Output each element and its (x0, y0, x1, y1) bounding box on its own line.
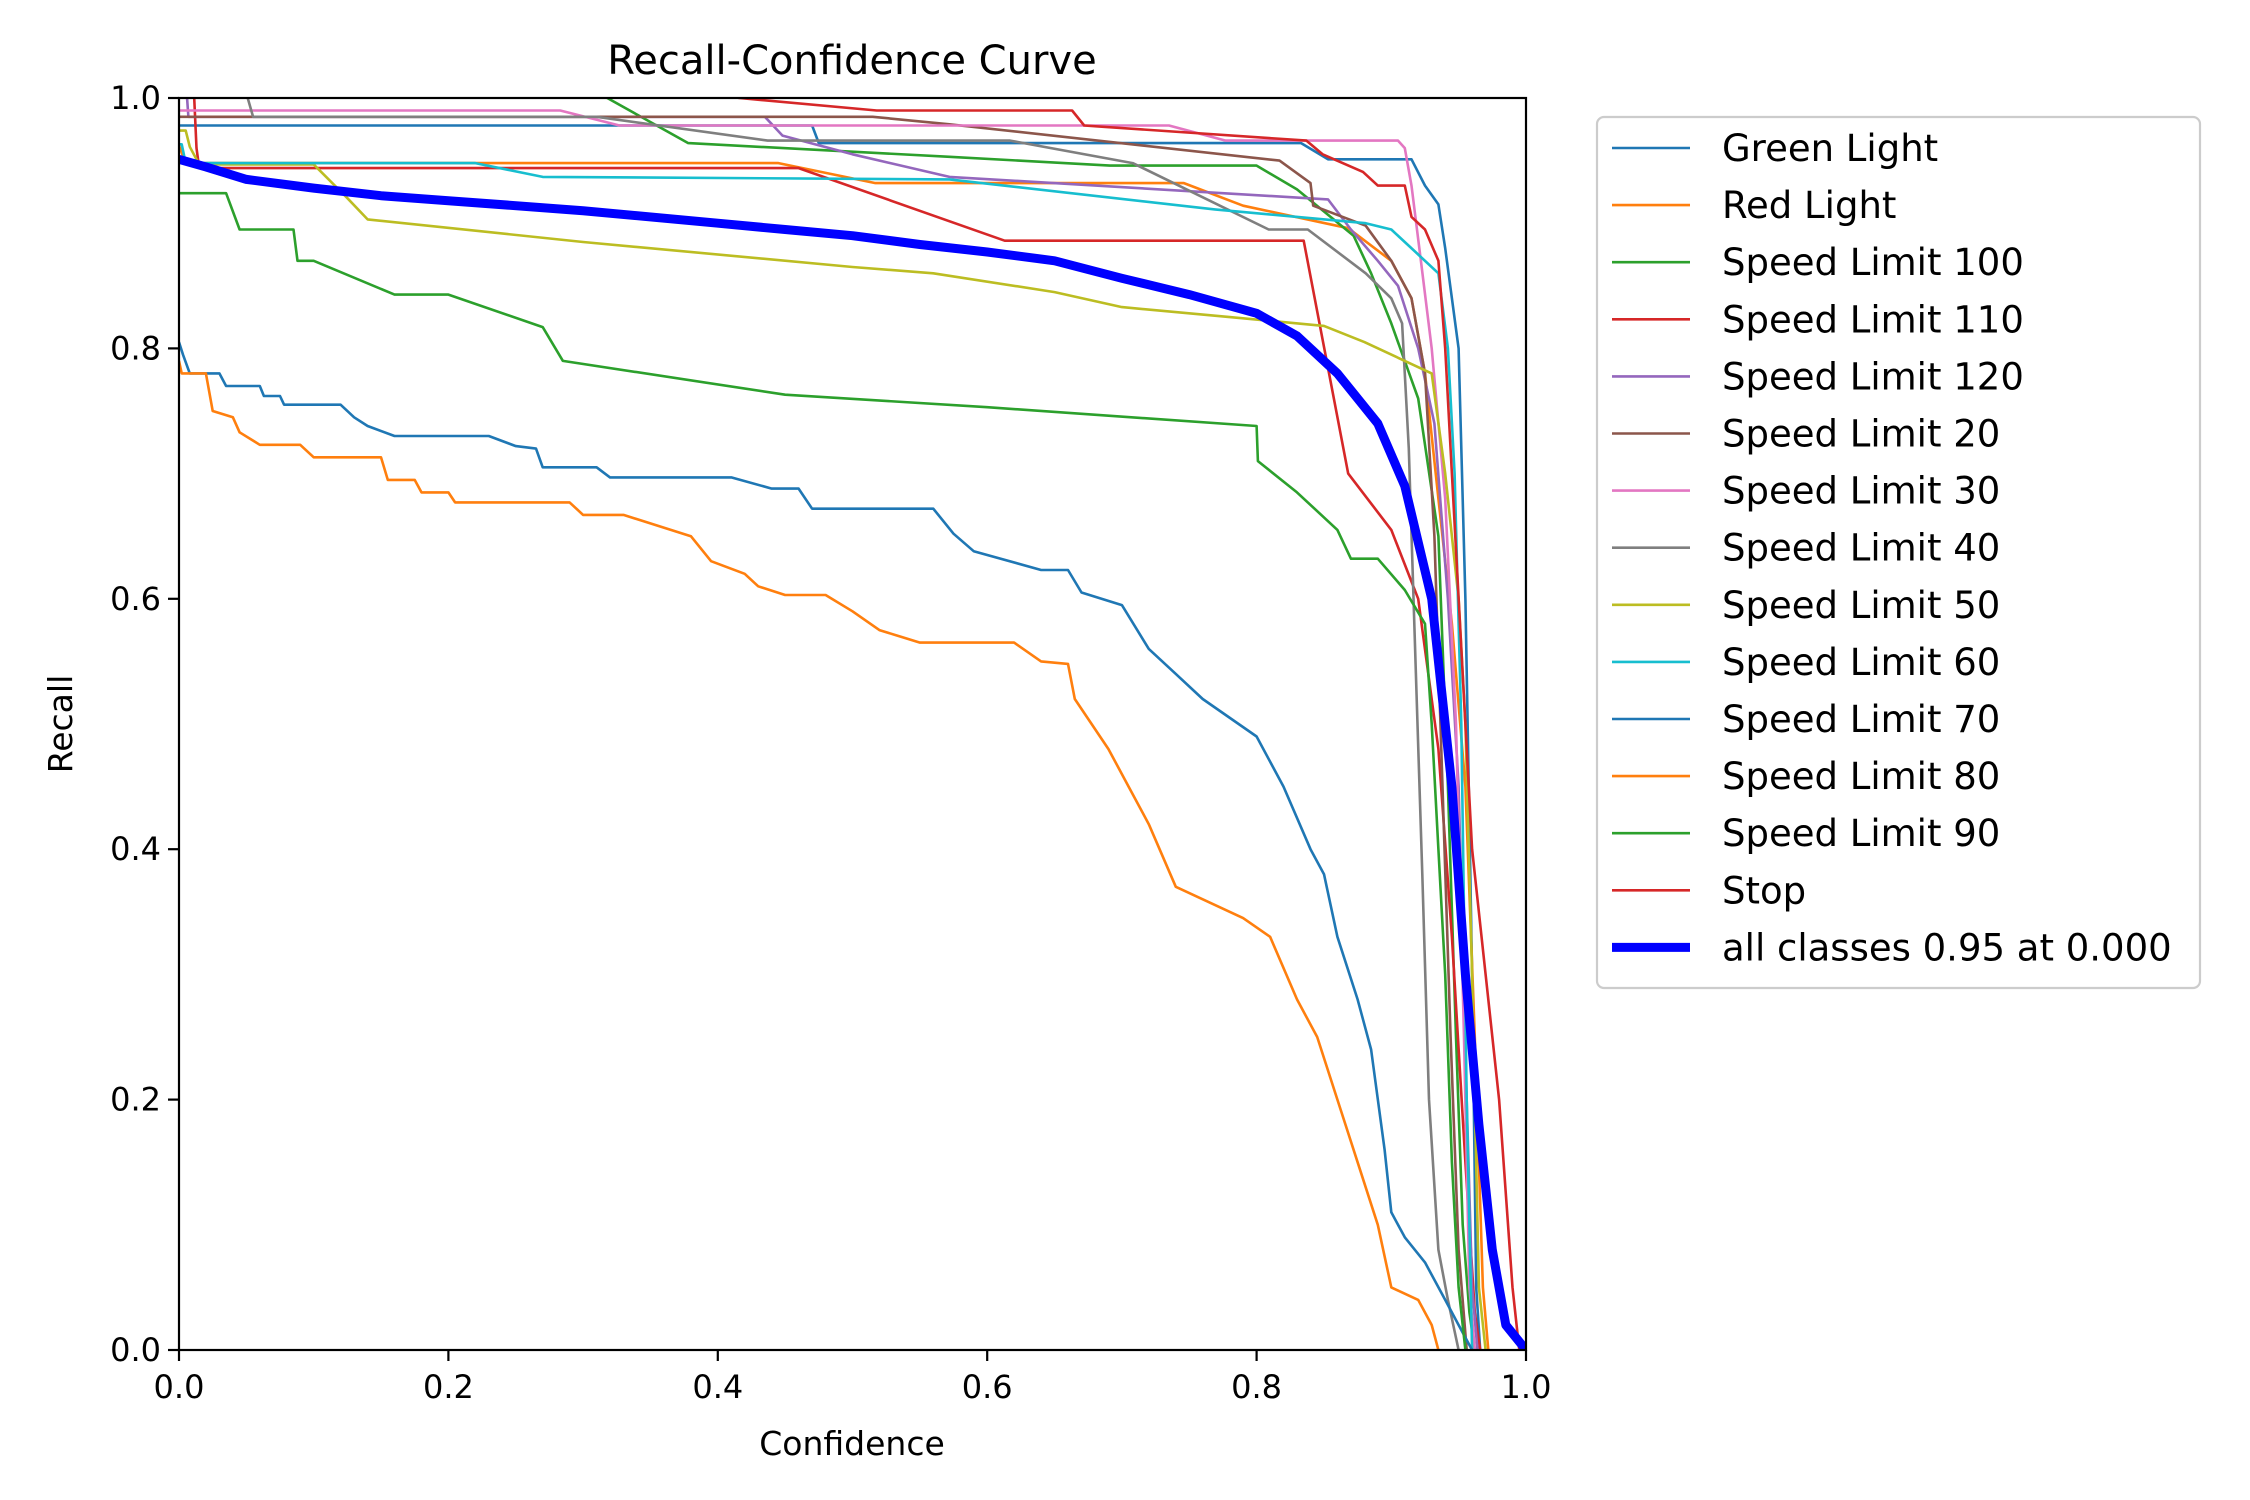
x-tick-label: 0.4 (692, 1368, 743, 1406)
legend-item: Speed Limit 70 (1612, 698, 2000, 741)
legend-label: Speed Limit 120 (1722, 355, 2024, 398)
series-line-speed-limit-70 (179, 341, 1474, 1350)
legend-item: Speed Limit 20 (1612, 413, 2000, 456)
x-axis-label: Confidence (759, 1424, 945, 1463)
legend-item: Speed Limit 100 (1612, 241, 2024, 284)
series-line-speed-limit-50 (179, 129, 1487, 1350)
legend-label: Speed Limit 70 (1722, 698, 2000, 741)
x-axis: 0.0 0.2 0.4 0.6 0.8 1.0 (154, 1350, 1552, 1406)
legend-item: Speed Limit 120 (1612, 355, 2024, 398)
y-tick-label: 0.0 (110, 1331, 161, 1369)
series-line-speed-limit-90 (179, 191, 1467, 1350)
legend-item: Green Light (1612, 127, 1938, 170)
legend-item: all classes 0.95 at 0.000 (1612, 926, 2172, 969)
y-axis: 0.0 0.2 0.4 0.6 0.8 1.0 (110, 79, 179, 1369)
series-line-speed-limit-40 (246, 98, 1460, 1350)
legend-item: Speed Limit 80 (1612, 755, 2000, 798)
series-line-speed-limit-20 (179, 115, 1468, 1350)
series-line-green-light (179, 124, 1482, 1350)
series-line-speed-limit-100 (605, 98, 1477, 1350)
legend-label: Speed Limit 100 (1722, 241, 2024, 284)
series-line-speed-limit-30 (179, 109, 1477, 1350)
x-tick-label: 0.6 (962, 1368, 1013, 1406)
legend-item: Speed Limit 40 (1612, 527, 2000, 570)
legend-label: Speed Limit 80 (1722, 755, 2000, 798)
x-tick-label: 0.8 (1231, 1368, 1282, 1406)
series-line-red-light (179, 145, 1490, 1350)
y-tick-label: 0.8 (110, 329, 161, 367)
legend-item: Speed Limit 30 (1612, 470, 2000, 513)
legend-item: Speed Limit 110 (1612, 298, 2024, 341)
legend-frame (1595, 115, 2202, 990)
legend-label: Speed Limit 20 (1722, 413, 2000, 456)
legend-label: Speed Limit 30 (1722, 470, 2000, 513)
legend-items: Green Light Red Light Speed Limit 100 Speed… (1612, 127, 2172, 969)
y-tick-label: 0.4 (110, 830, 161, 868)
legend-item: Speed Limit 50 (1612, 584, 2000, 627)
legend-label: Red Light (1722, 184, 1896, 227)
x-tick-label: 0.0 (154, 1368, 205, 1406)
chart-title: Recall-Confidence Curve (607, 38, 1096, 84)
y-axis-label: Recall (41, 675, 80, 773)
series-line-all-classes-0-95-at-0-000 (179, 154, 1526, 1350)
legend-label: Speed Limit 110 (1722, 298, 2024, 341)
legend-label: Speed Limit 60 (1722, 641, 2000, 684)
series-line-speed-limit-120 (185, 98, 1479, 1350)
legend-label: Stop (1722, 869, 1806, 912)
legend-item: Speed Limit 90 (1612, 812, 2000, 855)
legend-label: Green Light (1722, 127, 1938, 170)
legend-item: Stop (1612, 869, 1806, 912)
series-line-speed-limit-110 (192, 98, 1482, 1350)
y-tick-label: 1.0 (110, 79, 161, 117)
axes-frame (177, 96, 1528, 1352)
x-tick-label: 0.2 (423, 1368, 474, 1406)
legend-label: Speed Limit 40 (1722, 527, 2000, 570)
legend-item: Red Light (1612, 184, 1896, 227)
series-layer (179, 98, 1526, 1350)
series-line-stop (731, 98, 1521, 1350)
legend-item: Speed Limit 60 (1612, 641, 2000, 684)
series-line-speed-limit-80 (179, 360, 1440, 1350)
legend: Green Light Red Light Speed Limit 100 Speed… (1595, 115, 2202, 990)
y-tick-label: 0.6 (110, 580, 161, 618)
legend-label: Speed Limit 90 (1722, 812, 2000, 855)
legend-label: all classes 0.95 at 0.000 (1722, 926, 2172, 969)
x-tick-label: 1.0 (1501, 1368, 1552, 1406)
legend-label: Speed Limit 50 (1722, 584, 2000, 627)
y-tick-label: 0.2 (110, 1081, 161, 1119)
